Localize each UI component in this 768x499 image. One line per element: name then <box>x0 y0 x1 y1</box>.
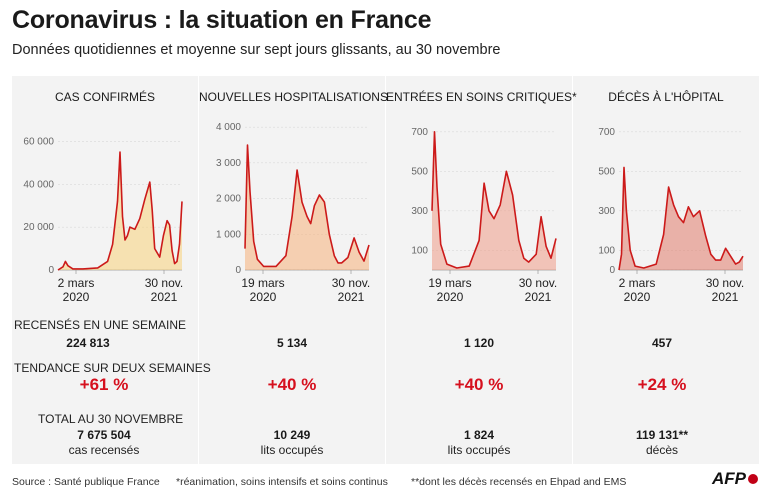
y-tick-label: 100 <box>598 245 615 256</box>
week-value-cases: 224 813 <box>66 336 110 350</box>
trend-value-hospitalisations: +40 % <box>267 375 317 394</box>
footer-note-deaths: **dont les décès recensés en Ehpad and E… <box>411 476 627 488</box>
x-end-label: 2021 <box>151 290 178 304</box>
total-sub-deaths: décès <box>645 443 679 457</box>
y-tick-label: 40 000 <box>23 179 54 190</box>
afp-logo-dot <box>748 474 758 484</box>
y-tick-label: 500 <box>411 166 428 177</box>
panel-title-cases: CAS CONFIRMÉS <box>54 90 155 104</box>
x-end-label: 2021 <box>525 290 552 304</box>
total-value-deaths: 119 131** <box>635 428 689 442</box>
trend-value-critical-care: +40 % <box>454 375 504 394</box>
total-value-hospitalisations: 10 249 <box>273 428 311 442</box>
series-line <box>431 131 557 269</box>
y-tick-label: 300 <box>411 206 428 217</box>
page-title: Coronavirus : la situation en France <box>12 6 432 34</box>
y-tick-label: 700 <box>598 127 615 138</box>
x-start-label: 19 mars <box>428 276 471 290</box>
y-tick-label: 100 <box>411 245 428 256</box>
x-end-label: 2021 <box>712 290 739 304</box>
panel-title-hospitalisations: NOUVELLES HOSPITALISATIONS <box>199 90 388 104</box>
row-label-total: TOTAL AU 30 NOVEMBRE <box>38 412 184 426</box>
week-value-hospitalisations: 5 134 <box>276 336 308 350</box>
y-tick-label: 0 <box>48 265 54 276</box>
area-fill <box>58 152 182 270</box>
y-tick-label: 3 000 <box>216 158 241 169</box>
footer-note-critical: *réanimation, soins intensifs et soins c… <box>176 476 388 488</box>
trend-value-cases: +61 % <box>79 375 129 394</box>
y-tick-label: 0 <box>609 265 615 276</box>
y-tick-label: 500 <box>598 166 615 177</box>
series-line <box>57 151 183 271</box>
series-line <box>618 166 744 271</box>
x-end-label: 30 nov. <box>519 276 557 290</box>
x-start-label: 2 mars <box>58 276 95 290</box>
y-tick-label: 300 <box>598 206 615 217</box>
x-start-label: 19 mars <box>241 276 284 290</box>
afp-logo: AFP <box>712 469 758 489</box>
total-value-cases: 7 675 504 <box>77 428 131 442</box>
row-label-trend: TENDANCE SUR DEUX SEMAINES <box>14 361 211 375</box>
footer-source: Source : Santé publique France <box>12 476 160 488</box>
x-start-label: 2 mars <box>619 276 656 290</box>
x-start-label: 2020 <box>624 290 651 304</box>
total-value-critical-care: 1 824 <box>463 428 495 442</box>
page-subtitle: Données quotidiennes et moyenne sur sept… <box>12 42 501 58</box>
week-value-critical-care: 1 120 <box>463 336 495 350</box>
series-line <box>244 144 370 268</box>
total-sub-hospitalisations: lits occupés <box>260 443 324 457</box>
afp-logo-text: AFP <box>712 469 746 488</box>
y-tick-label: 2 000 <box>216 194 241 205</box>
y-tick-label: 20 000 <box>23 222 54 233</box>
x-start-label: 2020 <box>63 290 90 304</box>
total-sub-cases: cas recensés <box>68 443 140 457</box>
area-fill <box>245 145 369 270</box>
x-end-label: 30 nov. <box>145 276 183 290</box>
y-tick-label: 700 <box>411 127 428 138</box>
trend-value-deaths: +24 % <box>637 375 687 394</box>
x-start-label: 2020 <box>437 290 464 304</box>
y-tick-label: 1 000 <box>216 229 241 240</box>
y-tick-label: 0 <box>235 265 241 276</box>
x-start-label: 2020 <box>250 290 277 304</box>
x-end-label: 2021 <box>338 290 365 304</box>
area-fill <box>619 167 743 270</box>
row-label-week: RECENSÉS EN UNE SEMAINE <box>14 318 187 332</box>
week-value-deaths: 457 <box>651 336 673 350</box>
x-end-label: 30 nov. <box>706 276 744 290</box>
x-end-label: 30 nov. <box>332 276 370 290</box>
panel-title-critical-care: ENTRÉES EN SOINS CRITIQUES* <box>386 90 577 104</box>
y-tick-label: 60 000 <box>23 136 54 147</box>
y-tick-label: 4 000 <box>216 122 241 133</box>
total-sub-critical-care: lits occupés <box>447 443 511 457</box>
panel-title-deaths: DÉCÈS À L'HÔPITAL <box>608 90 724 104</box>
